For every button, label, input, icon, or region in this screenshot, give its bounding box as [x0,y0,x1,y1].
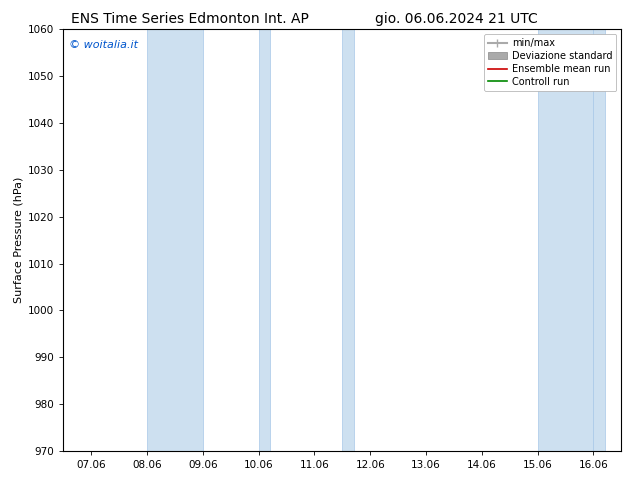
Bar [147,29,203,451]
Text: gio. 06.06.2024 21 UTC: gio. 06.06.2024 21 UTC [375,12,538,26]
Bar [538,29,593,451]
Bar [259,29,270,451]
Text: © woitalia.it: © woitalia.it [69,40,138,50]
Bar [342,29,354,451]
Legend: min/max, Deviazione standard, Ensemble mean run, Controll run: min/max, Deviazione standard, Ensemble m… [484,34,616,91]
Text: ENS Time Series Edmonton Int. AP: ENS Time Series Edmonton Int. AP [71,12,309,26]
Bar [593,29,605,451]
Y-axis label: Surface Pressure (hPa): Surface Pressure (hPa) [14,177,24,303]
